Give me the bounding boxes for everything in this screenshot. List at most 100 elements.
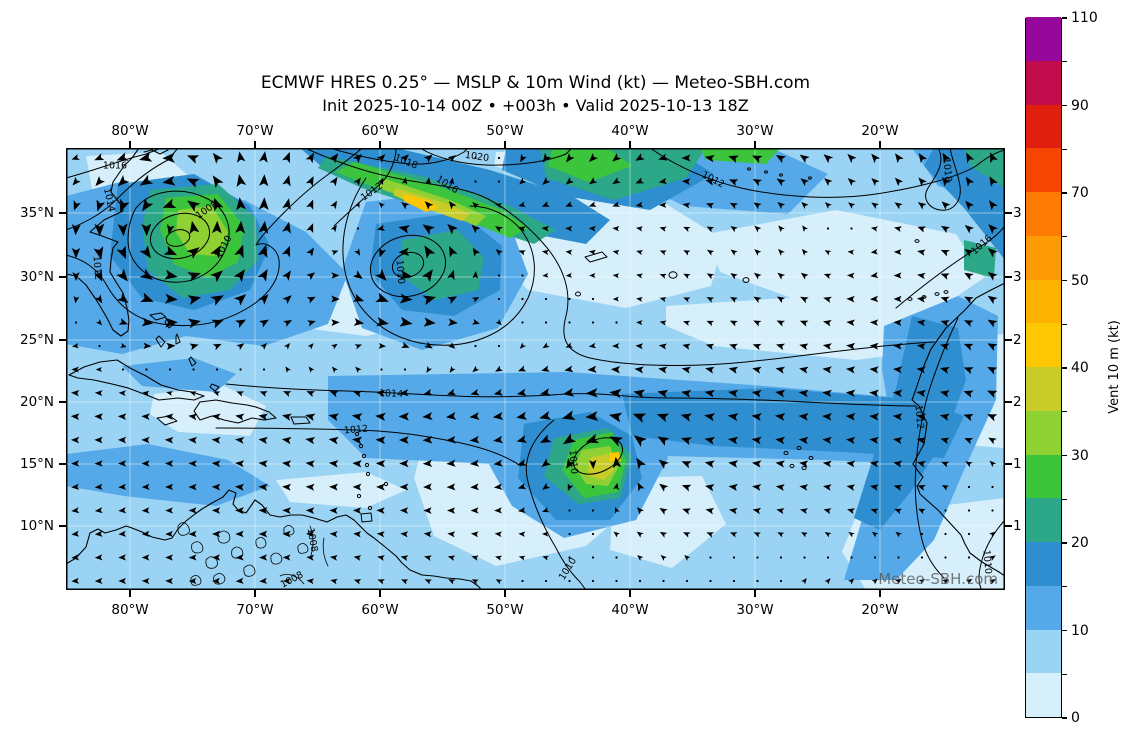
axis-tick: [1005, 525, 1012, 527]
axis-tick: [1005, 212, 1012, 214]
figure-title: ECMWF HRES 0.25° — MSLP & 10m Wind (kt) …: [260, 73, 811, 93]
isobar-label: 1016: [103, 161, 127, 172]
lon-tick-label-bottom: 50°W: [486, 602, 524, 618]
axis-tick: [129, 141, 131, 148]
axis-tick: [59, 525, 66, 527]
isobar-label: 1014: [379, 388, 404, 400]
lon-tick-label-bottom: 60°W: [361, 602, 399, 618]
lon-tick-label-top: 20°W: [861, 123, 899, 139]
axis-tick: [254, 590, 256, 597]
colorbar-segment: [1026, 585, 1061, 630]
colorbar-segment: [1026, 629, 1061, 674]
colorbar-segment: [1026, 191, 1061, 236]
lon-tick-label-top: 40°W: [611, 123, 649, 139]
lat-tick-label-right-clipped: 1: [1013, 456, 1022, 472]
colorbar-segment: [1026, 147, 1061, 192]
isobar-label: 1010: [980, 549, 993, 574]
colorbar-tick: [1062, 192, 1067, 194]
axis-tick: [129, 590, 131, 597]
colorbar-tick: [1062, 498, 1067, 500]
axis-tick: [629, 141, 631, 148]
lat-tick-label-right-clipped: 1: [1013, 518, 1022, 534]
colorbar-axis-label: Vent 10 m (kt): [1107, 320, 1122, 414]
lon-tick-label-top: 50°W: [486, 123, 524, 139]
lon-tick-label-top: 70°W: [236, 123, 274, 139]
wind-arrows-layer: [70, 151, 998, 585]
lat-tick-label-left: 15°N: [19, 456, 55, 472]
colorbar-tick-label: 70: [1071, 185, 1089, 201]
map-axes: 1016 1014 1012 1008 1010 1018 1016 1020 1012 1010…: [66, 148, 1005, 590]
colorbar-tick: [1062, 586, 1067, 588]
lat-tick-label-left: 20°N: [19, 394, 55, 410]
colorbar-segment: [1026, 410, 1061, 455]
lon-tick-label-top: 60°W: [361, 123, 399, 139]
colorbar-tick: [1062, 542, 1067, 544]
colorbar-tick: [1062, 61, 1067, 63]
axis-tick: [379, 141, 381, 148]
axis-tick: [754, 590, 756, 597]
axis-tick: [254, 141, 256, 148]
wind-speed-40-45-layer: [403, 194, 621, 462]
colorbar-segment: [1026, 60, 1061, 105]
colorbar-tick: [1062, 323, 1067, 325]
axis-tick: [59, 212, 66, 214]
axis-tick: [879, 590, 881, 597]
axis-tick: [1005, 463, 1012, 465]
axes-frame: [66, 148, 1005, 590]
lat-tick-label-right-clipped: 2: [1013, 332, 1022, 348]
colorbar-tick: [1062, 367, 1067, 369]
isobar-label: 1014: [101, 187, 117, 213]
colorbar-tick-label: 20: [1071, 535, 1089, 551]
axis-tick: [504, 590, 506, 597]
colorbar-tick-label: 10: [1071, 622, 1089, 639]
colorbar-segment: [1026, 497, 1061, 542]
lon-tick-label-bottom: 70°W: [236, 602, 274, 618]
isobar-label: 1010: [566, 449, 579, 474]
lat-tick-label-left: 30°N: [19, 269, 55, 285]
colorbar-tick-label: 50: [1071, 272, 1089, 289]
colorbar-segment: [1026, 279, 1061, 324]
axis-tick: [1005, 276, 1012, 278]
colorbar-segment: [1026, 672, 1061, 717]
lat-tick-label-left: 10°N: [19, 518, 55, 534]
colorbar-tick: [1062, 411, 1067, 413]
lon-tick-label-top: 80°W: [111, 123, 149, 139]
lon-tick-label-bottom: 40°W: [611, 602, 649, 618]
axis-tick: [504, 141, 506, 148]
isobar-label: 1010: [393, 259, 406, 284]
isobar-label: 1018: [940, 157, 953, 182]
colorbar-tick-label: 0: [1071, 710, 1080, 726]
colorbar-tick: [1062, 717, 1067, 719]
colorbar-tick: [1062, 236, 1067, 238]
colorbar-segment: [1026, 16, 1061, 61]
colorbar-tick: [1062, 104, 1067, 107]
colorbar-segment: [1026, 322, 1061, 367]
colorbar-segment: [1026, 235, 1061, 280]
axis-tick: [59, 463, 66, 465]
colorbar-segment: [1026, 104, 1061, 149]
colorbar-tick: [1062, 629, 1067, 632]
colorbar-tick-label: 30: [1071, 447, 1089, 464]
axis-tick: [1005, 339, 1012, 341]
weather-map: 1016101410121008101010181016102010121010…: [66, 148, 1005, 590]
lon-tick-label-bottom: 20°W: [861, 602, 899, 618]
colorbar-tick-label: 40: [1071, 360, 1089, 376]
isobar-label: 1020: [464, 150, 489, 164]
lon-tick-label-bottom: 30°W: [736, 602, 774, 618]
colorbar-segment: [1026, 541, 1061, 586]
mslp-isobars: [66, 148, 1005, 590]
axis-tick: [629, 590, 631, 597]
graticule: [66, 148, 1005, 590]
lat-tick-label-right-clipped: 3: [1013, 205, 1022, 221]
axis-tick: [754, 141, 756, 148]
wind-speed-colorbar: [1025, 16, 1062, 718]
colorbar-tick: [1062, 279, 1067, 282]
colorbar-tick: [1062, 17, 1067, 19]
axis-tick: [379, 590, 381, 597]
colorbar-tick-label: 110: [1071, 10, 1098, 26]
lat-tick-label-right-clipped: 2: [1013, 394, 1022, 410]
axis-tick: [1005, 401, 1012, 403]
lat-tick-label-left: 25°N: [19, 332, 55, 348]
lon-tick-label-bottom: 80°W: [111, 602, 149, 618]
